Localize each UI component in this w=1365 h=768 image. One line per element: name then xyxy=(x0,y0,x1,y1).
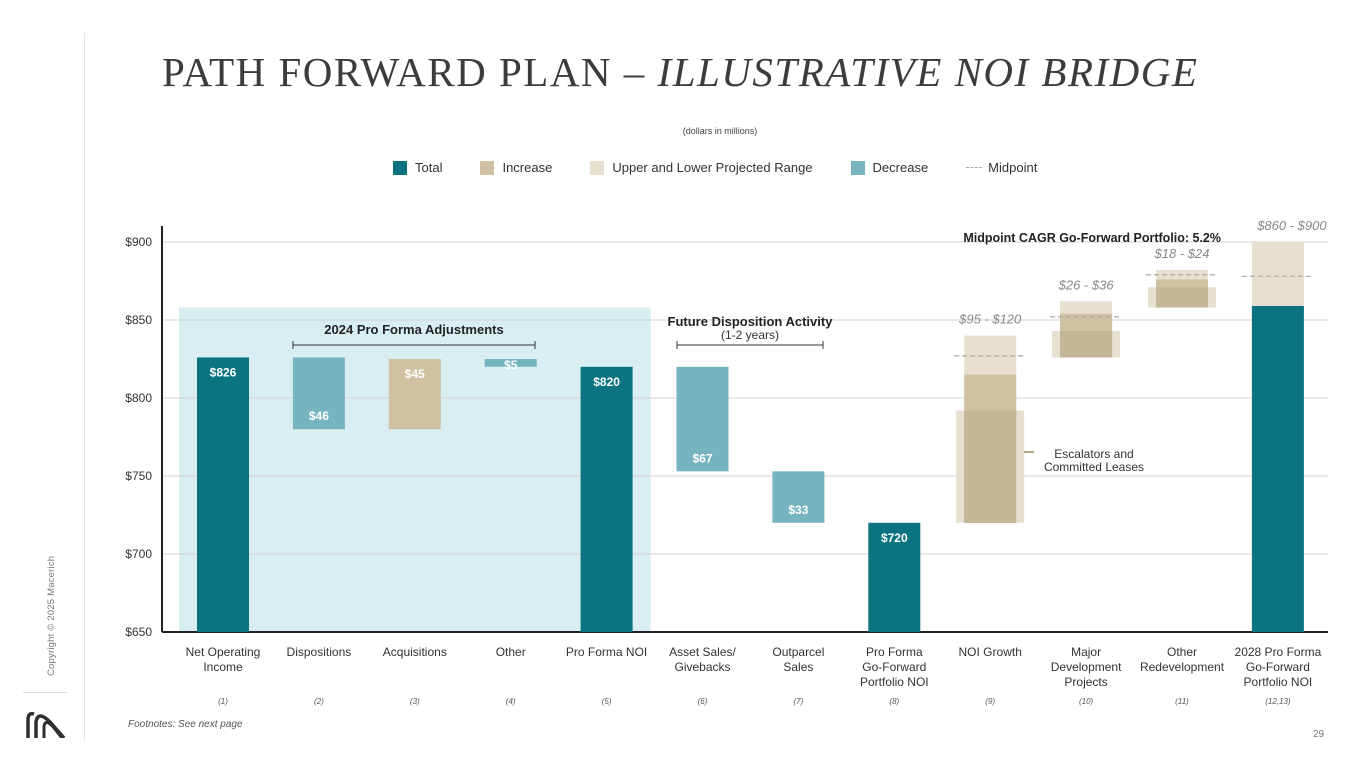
x-category-label: Income xyxy=(203,660,243,674)
logo-divider xyxy=(23,692,67,693)
x-category-label: Development xyxy=(1051,660,1122,674)
legend-swatch-decrease xyxy=(850,160,865,175)
x-category-label: Go-Forward xyxy=(1246,660,1310,674)
legend-label-increase: Increase xyxy=(502,160,553,175)
bar-decrease xyxy=(772,471,825,523)
legend-swatch-midpoint xyxy=(966,167,983,168)
y-tick-label: $900 xyxy=(125,235,152,249)
bar-total xyxy=(197,357,249,632)
x-category-label: Pro Forma xyxy=(866,645,923,659)
legend-item-total: Total xyxy=(393,160,442,175)
bar-total xyxy=(868,522,921,632)
cagr-label: Midpoint CAGR Go-Forward Portfolio: 5.2% xyxy=(963,231,1221,245)
legend-label-range: Upper and Lower Projected Range xyxy=(612,160,813,175)
x-category-label: Major xyxy=(1071,645,1101,659)
legend-item-increase: Increase xyxy=(480,160,552,175)
title-main: PATH FORWARD PLAN – xyxy=(162,49,658,95)
committed-bar-other-redev xyxy=(1156,287,1208,308)
bar-value-label: $820 xyxy=(593,375,620,389)
title-italic: ILLUSTRATIVE NOI BRIDGE xyxy=(657,49,1199,95)
y-tick-label: $850 xyxy=(125,313,152,327)
bar-value-label: $5 xyxy=(504,358,518,372)
y-tick-label: $700 xyxy=(125,547,152,561)
future-disposition-sublabel: (1-2 years) xyxy=(721,328,779,342)
x-category-label: Pro Forma NOI xyxy=(566,645,647,659)
x-category-footnote: (2) xyxy=(314,697,324,706)
bar-decrease xyxy=(676,366,729,472)
legend-swatch-increase xyxy=(480,160,495,175)
legend-item-range: Upper and Lower Projected Range xyxy=(590,160,813,175)
bar-value-label: $720 xyxy=(881,531,908,545)
escalators-label: Escalators and xyxy=(1054,447,1133,461)
x-category-label: Outparcel xyxy=(772,645,824,659)
x-category-footnote: (6) xyxy=(698,697,708,706)
x-category-label: Other xyxy=(1167,645,1197,659)
committed-bar-noi-growth xyxy=(964,410,1017,523)
x-category-label: Portfolio NOI xyxy=(1244,675,1313,689)
x-category-label: Asset Sales/ xyxy=(669,645,736,659)
x-category-label: Projects xyxy=(1064,675,1107,689)
escalators-label: Committed Leases xyxy=(1044,460,1144,474)
x-category-label: Go-Forward xyxy=(862,660,926,674)
chart-subtitle: (dollars in millions) xyxy=(682,126,758,136)
x-category-label: Portfolio NOI xyxy=(860,675,929,689)
x-category-footnote: (8) xyxy=(889,697,899,706)
x-category-footnote: (1) xyxy=(218,697,228,706)
x-category-label: Acquisitions xyxy=(383,645,447,659)
legend-swatch-total xyxy=(393,160,407,175)
page-number: 29 xyxy=(1313,729,1325,740)
bar-increase xyxy=(388,359,441,430)
x-category-footnote: (9) xyxy=(985,697,995,706)
x-category-footnote: (3) xyxy=(410,697,420,706)
range-label: $26 - $36 xyxy=(1058,277,1115,292)
legend-swatch-range xyxy=(590,160,605,175)
legend-item-midpoint: Midpoint xyxy=(966,160,1037,175)
x-category-label: Redevelopment xyxy=(1140,660,1225,674)
range-label: $860 - $900 xyxy=(1256,218,1327,233)
x-category-label: Other xyxy=(496,645,526,659)
bar-value-label: $45 xyxy=(405,367,425,381)
bar-value-label: $33 xyxy=(788,503,808,517)
x-category-label: Givebacks xyxy=(674,660,730,674)
x-category-label: Sales xyxy=(783,660,813,674)
bar-value-label: $46 xyxy=(309,409,329,423)
x-category-footnote: (12,13) xyxy=(1265,697,1291,706)
y-tick-label: $650 xyxy=(125,625,152,639)
bar-decrease xyxy=(484,359,537,367)
bar-value-label: $826 xyxy=(210,365,237,379)
y-tick-label: $800 xyxy=(125,391,152,405)
x-category-label: Net Operating xyxy=(186,645,261,659)
bar-value-label: $67 xyxy=(692,451,712,465)
x-category-footnote: (5) xyxy=(602,697,612,706)
x-category-label: Dispositions xyxy=(287,645,352,659)
side-rule xyxy=(84,33,85,741)
footnote: Footnotes: See next page xyxy=(128,719,243,730)
range-bar-2028 xyxy=(1251,242,1304,306)
bar-decrease xyxy=(292,357,345,430)
x-category-footnote: (11) xyxy=(1175,697,1189,706)
legend-label-total: Total xyxy=(415,160,443,175)
y-tick-label: $750 xyxy=(125,469,152,483)
x-category-label: NOI Growth xyxy=(959,645,1022,659)
macerich-logo-icon xyxy=(26,711,66,738)
bar-total xyxy=(1251,305,1304,632)
x-category-label: 2028 Pro Forma xyxy=(1235,645,1322,659)
legend-label-decrease: Decrease xyxy=(872,160,929,175)
legend-label-midpoint: Midpoint xyxy=(988,160,1038,175)
page-title: PATH FORWARD PLAN – ILLUSTRATIVE NOI BRI… xyxy=(162,48,1342,96)
adjustments-shade xyxy=(179,307,651,632)
range-label: $18 - $24 xyxy=(1154,246,1210,261)
legend-item-decrease: Decrease xyxy=(850,160,929,175)
x-category-footnote: (7) xyxy=(794,697,804,706)
x-category-footnote: (10) xyxy=(1079,697,1094,706)
chart-legend: Total Increase Upper and Lower Projected R… xyxy=(393,160,1075,175)
committed-bar-major-dev xyxy=(1060,330,1113,358)
future-disposition-label: Future Disposition Activity xyxy=(668,314,834,329)
bar-total xyxy=(580,366,633,632)
x-category-footnote: (4) xyxy=(506,697,516,706)
range-label: $95 - $120 xyxy=(958,312,1022,327)
pro-forma-adjustments-label: 2024 Pro Forma Adjustments xyxy=(324,322,503,337)
